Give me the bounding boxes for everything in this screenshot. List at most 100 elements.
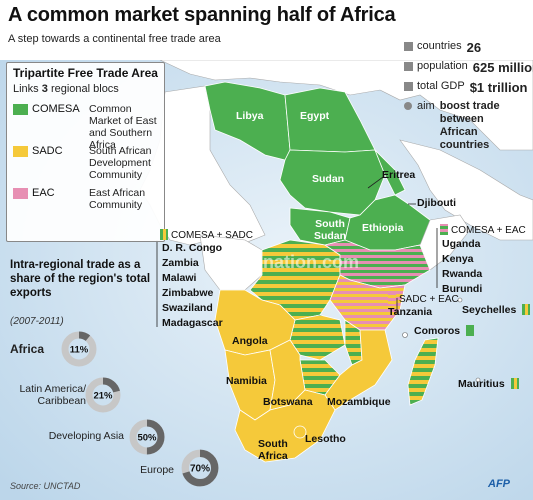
label-text: Comoros xyxy=(414,325,461,337)
country-name: Zimbabwe xyxy=(162,287,214,299)
label-south-africa: South Africa xyxy=(258,438,288,462)
legend: Tripartite Free Trade Area Links 3 regio… xyxy=(6,62,165,242)
donut-value: 70% xyxy=(190,464,210,475)
island-comoros xyxy=(402,332,408,338)
stat-population: population 625 million xyxy=(404,60,533,75)
page-title: A common market spanning half of Africa xyxy=(8,4,396,26)
square-bullet-icon xyxy=(404,82,413,91)
label-namibia: Namibia xyxy=(226,375,267,387)
legend-item-comesa: COMESA Common Market of East and Souther… xyxy=(13,103,163,151)
country-name: D. R. Congo xyxy=(162,242,223,254)
stat-value: 625 million xyxy=(472,60,533,75)
land-arabia xyxy=(399,139,533,241)
stat-value: 26 xyxy=(466,40,482,55)
donut-value: 50% xyxy=(137,433,157,444)
label-angola: Angola xyxy=(232,335,268,347)
donut-asia: 50% xyxy=(129,419,165,455)
donut-label-latam: Latin America/ Caribbean xyxy=(19,383,86,407)
legend-item-eac: EAC East African Community xyxy=(13,187,163,227)
intra-trade-title: Intra-regional trade as a share of the r… xyxy=(10,259,151,299)
land-central-west xyxy=(199,234,263,291)
legend-title: Tripartite Free Trade Area xyxy=(13,66,158,80)
leader-eritrea xyxy=(367,176,384,189)
bloc-label-comesa-eac: COMESA + EAC xyxy=(440,224,526,236)
label-botswana: Botswana xyxy=(263,396,313,408)
legend-code: EAC xyxy=(32,187,55,199)
label-libya: Libya xyxy=(236,110,264,122)
label-egypt: Egypt xyxy=(300,110,330,122)
stat-label: population xyxy=(417,60,468,72)
stat-countries: countries 26 xyxy=(404,40,532,55)
donut-arc xyxy=(61,331,97,367)
legend-sub-suffix: regional blocs xyxy=(50,83,119,95)
flag-comesa-sadc-icon xyxy=(522,304,531,315)
flag-comesa-eac-icon xyxy=(440,224,448,235)
bloc-list-sadc-eac: Tanzania xyxy=(388,305,432,320)
donut-arc xyxy=(129,419,165,455)
bloc-label-sadc-eac: SADC + EAC xyxy=(388,293,459,305)
region-lesotho xyxy=(293,425,307,439)
source-note: Source: UNCTAD xyxy=(10,481,81,491)
label-comoros: Comoros xyxy=(414,325,477,337)
donut-africa: 11% xyxy=(61,331,97,367)
country-name: Madagascar xyxy=(162,317,223,329)
legend-swatch xyxy=(13,104,28,115)
donut-latam: 21% xyxy=(85,377,121,413)
donut-label-europe: Europe xyxy=(140,464,174,476)
map xyxy=(0,60,533,500)
label-mauritius: Mauritius xyxy=(458,378,522,390)
country-name: Kenya xyxy=(442,253,474,265)
flag-comesa-sadc-icon xyxy=(510,378,519,389)
region-south-africa xyxy=(234,389,336,463)
stat-value: $1 trillion xyxy=(469,80,528,95)
land-europe xyxy=(159,60,533,151)
label-text: Mauritius xyxy=(458,378,505,390)
stat-label: total GDP xyxy=(417,80,465,92)
label-djibouti: Djibouti xyxy=(417,197,457,209)
flag-comesa-sadc-icon xyxy=(160,229,168,240)
stat-gdp: total GDP $1 trillion xyxy=(404,80,532,95)
bloc-label-text: COMESA + EAC xyxy=(451,225,526,236)
square-bullet-icon xyxy=(404,62,413,71)
island-mauritius xyxy=(475,377,481,383)
legend-swatch xyxy=(13,146,28,157)
legend-name: East African Community xyxy=(89,187,146,211)
country-name: Uganda xyxy=(442,238,481,250)
bloc-label-text: SADC + EAC xyxy=(399,294,459,305)
legend-swatch xyxy=(13,188,28,199)
label-lesotho: Lesotho xyxy=(305,433,346,445)
label-seychelles: Seychelles xyxy=(462,304,533,316)
stat-label: aim xyxy=(417,100,435,112)
credit-logo: AFP xyxy=(488,478,510,490)
donut-arc xyxy=(181,449,219,487)
region-madagascar xyxy=(407,337,439,406)
label-eritrea: Eritrea xyxy=(382,169,416,181)
country-name: Malawi xyxy=(162,272,197,284)
legend-subtitle: Links 3 regional blocs xyxy=(13,83,119,95)
region-eritrea xyxy=(374,149,406,196)
flag-comesa-icon xyxy=(466,325,475,336)
label-south-sudan: South Sudan xyxy=(313,218,347,242)
legend-code: COMESA xyxy=(32,103,80,115)
region-tanzania xyxy=(329,274,406,331)
bloc-list-comesa-eac: Uganda Kenya Rwanda Burundi xyxy=(442,237,482,297)
country-name: Burundi xyxy=(442,283,483,295)
legend-code: SADC xyxy=(32,145,63,157)
donut-label-asia: Developing Asia xyxy=(48,430,124,442)
stat-aim: aim boost trade between African countrie… xyxy=(404,100,532,152)
donut-arc xyxy=(85,377,121,413)
stat-label: countries xyxy=(417,40,462,52)
donut-value: 21% xyxy=(93,391,113,402)
label-ethiopia: Ethiopia xyxy=(362,222,404,234)
square-bullet-icon xyxy=(404,42,413,51)
stat-value: boost trade between African countries xyxy=(439,100,500,151)
island-seychelles xyxy=(457,297,463,303)
label-sudan: Sudan xyxy=(312,173,345,185)
donut-label-africa: Africa xyxy=(10,342,45,356)
bloc-label-comesa-sadc: COMESA + SADC xyxy=(160,229,253,241)
label-mozambique: Mozambique xyxy=(327,396,391,408)
bloc-list-comesa-sadc: D. R. Congo Zambia Malawi Zimbabwe Swazi… xyxy=(162,241,223,331)
dot-bullet-icon xyxy=(404,102,412,110)
legend-name: South African Development Community xyxy=(89,145,152,181)
